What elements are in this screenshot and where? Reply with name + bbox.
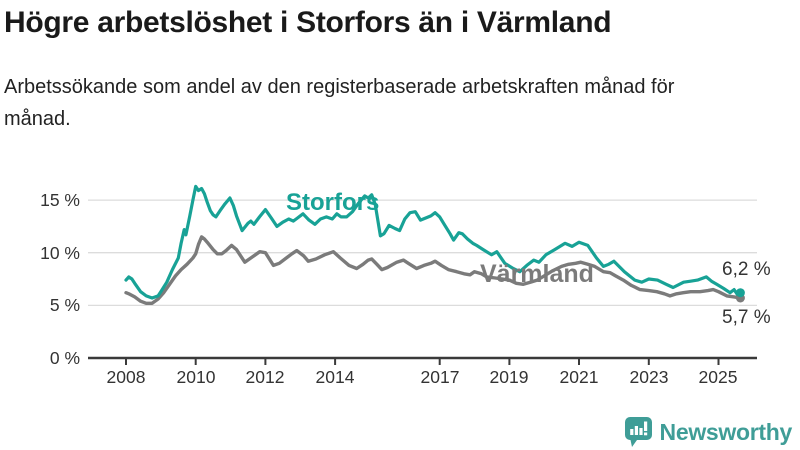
storfors-line [124, 184, 742, 300]
storfors-end-value: 6,2 % [722, 259, 771, 280]
x-axis-label: 2019 [489, 367, 529, 387]
x-axis-label: 2025 [698, 367, 738, 387]
x-axis-label: 2014 [315, 367, 355, 387]
newsworthy-logo: Newsworthy [624, 415, 793, 449]
newsworthy-bubble-chart-icon [624, 416, 652, 447]
x-axis-label: 2008 [106, 367, 146, 387]
varmland-series-label: Värmland [480, 260, 594, 288]
y-axis-label: 15 % [40, 190, 80, 210]
storfors-end-dot [735, 288, 745, 298]
chart-title: Högre arbetslöshet i Storfors än i Värml… [4, 6, 612, 39]
x-axis-label: 2012 [245, 367, 285, 387]
y-axis-label: 5 % [49, 295, 80, 315]
varmland-line [124, 235, 743, 305]
y-axis-label: 10 % [40, 243, 80, 263]
chart-subtitle: Arbetssökande som andel av den registerb… [4, 76, 675, 130]
y-axis-label: 0 % [49, 348, 80, 368]
x-axis-label: 2017 [420, 367, 460, 387]
x-axis-label: 2010 [176, 367, 216, 387]
storfors-series-label: Storfors [286, 189, 380, 216]
x-axis-label: 2021 [559, 367, 599, 387]
x-axis-label: 2023 [629, 367, 669, 387]
newsworthy-wordmark: Newsworthy [659, 418, 793, 445]
varmland-end-value: 5,7 % [722, 307, 771, 328]
